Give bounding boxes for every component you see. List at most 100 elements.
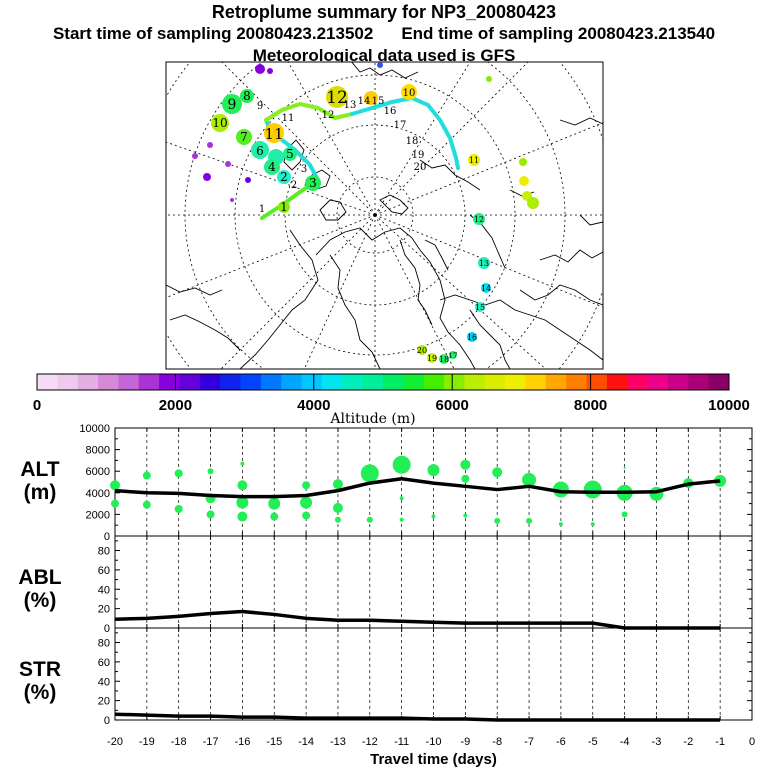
y-tick-label: 10000 [79,423,110,435]
colorbar-tick-label: 4000 [297,397,330,414]
x-tick-label: -11 [394,736,409,748]
y-tick-label: 6000 [86,466,110,478]
colorbar-tick-label: 6000 [436,397,469,414]
x-tick-label: -5 [588,736,598,748]
y-tick-label: 0 [104,715,110,727]
map-markers [192,62,539,364]
data-point [463,513,468,518]
data-point [392,455,411,474]
panel-label: ABL [18,566,61,589]
y-tick-label: 80 [98,546,110,558]
data-point [240,461,245,466]
colorbar-swatch [321,374,343,390]
colorbar-swatch [199,374,221,390]
y-tick-label: 40 [98,584,110,596]
data-point [236,496,249,509]
colorbar-swatch [37,374,58,390]
svg-text:13: 13 [344,100,357,111]
data-point [399,496,404,501]
colorbar-swatch [525,374,547,390]
data-point [360,464,379,483]
colorbar-swatch [708,374,730,390]
data-point [270,512,279,521]
svg-text:2: 2 [280,170,288,184]
x-tick-label: -8 [492,736,502,748]
data-point [461,474,470,483]
panel-label: ALT [20,458,59,481]
colorbar-swatch [301,374,323,390]
svg-text:8: 8 [243,89,251,103]
x-tick-label: -18 [171,736,187,748]
colorbar-swatch [138,374,160,390]
svg-text:16: 16 [384,106,397,117]
colorbar-swatch [342,374,364,390]
series-line-str [114,712,721,722]
x-tick-label: 0 [749,736,755,748]
svg-text:3: 3 [309,176,317,190]
svg-text:13: 13 [479,259,489,268]
panel-str: 0 20 40 60 80 STR(%) [19,627,753,727]
colorbar-swatch [57,374,79,390]
data-point [174,505,183,513]
x-tick-label: -12 [362,736,378,748]
colorbar-swatch [159,374,180,390]
x-tick-label: -1 [715,736,725,748]
data-point [302,481,311,490]
colorbar-swatch [383,374,404,390]
svg-text:15: 15 [475,303,485,312]
svg-text:11: 11 [469,156,479,165]
svg-text:17: 17 [449,352,458,360]
data-point [111,499,119,508]
x-tick-label: -10 [426,736,442,748]
y-tick-label: 8000 [86,445,110,457]
x-tick-label: -19 [139,736,155,748]
svg-text:3: 3 [301,164,307,175]
data-point [583,480,602,499]
x-tick-label: -17 [203,736,219,748]
y-tick-label: 20 [98,696,110,708]
svg-text:19: 19 [427,354,437,363]
y-tick-label: 0 [104,623,110,635]
x-tick-label: -6 [556,736,566,748]
colorbar-swatch [77,374,99,390]
data-point [206,510,215,519]
data-point [460,459,471,470]
svg-text:5: 5 [286,147,294,161]
met-data-label: Meteorological data used is GFS [252,46,516,65]
colorbar-swatch [647,374,669,390]
y-tick-label: 4000 [86,488,110,500]
colorbar-swatch [566,374,588,390]
polar-map: 12 9 8 10 11 7 6 5 4 3 2 1 10 11 12 13 1… [165,61,604,370]
y-tick-label: 60 [98,565,110,577]
end-time-label: End time of sampling 20080423.213540 [401,24,716,43]
panel-unit: (%) [24,589,57,612]
svg-text:20: 20 [417,346,427,355]
data-point [207,468,214,475]
colorbar-swatch [627,374,649,390]
data-point [526,517,533,524]
map-day-labels: 12 9 8 10 11 7 6 5 4 3 2 1 10 11 12 13 1… [212,88,491,364]
coastlines [166,62,603,369]
colorbar-tick-label: 10000 [708,397,750,414]
panel-alt: 0 2000 4000 6000 8000 10000 ALT(m) [20,423,753,543]
data-point [334,516,341,523]
x-tick-label: -7 [524,736,534,748]
data-point [142,500,151,509]
svg-text:1: 1 [280,200,288,214]
svg-text:12: 12 [322,110,335,121]
x-tick-label: -20 [107,736,123,748]
data-point [237,511,248,522]
data-point [522,472,537,487]
x-tick-label: -16 [234,736,250,748]
svg-text:12: 12 [474,215,484,224]
panel-unit: (m) [24,481,57,504]
data-point [399,517,404,522]
svg-text:9: 9 [257,101,263,112]
y-tick-label: 60 [98,657,110,669]
data-point [300,496,313,509]
data-point [558,522,563,527]
colorbar-swatch [586,374,608,390]
colorbar-swatch [362,374,384,390]
svg-text:11: 11 [282,113,295,124]
